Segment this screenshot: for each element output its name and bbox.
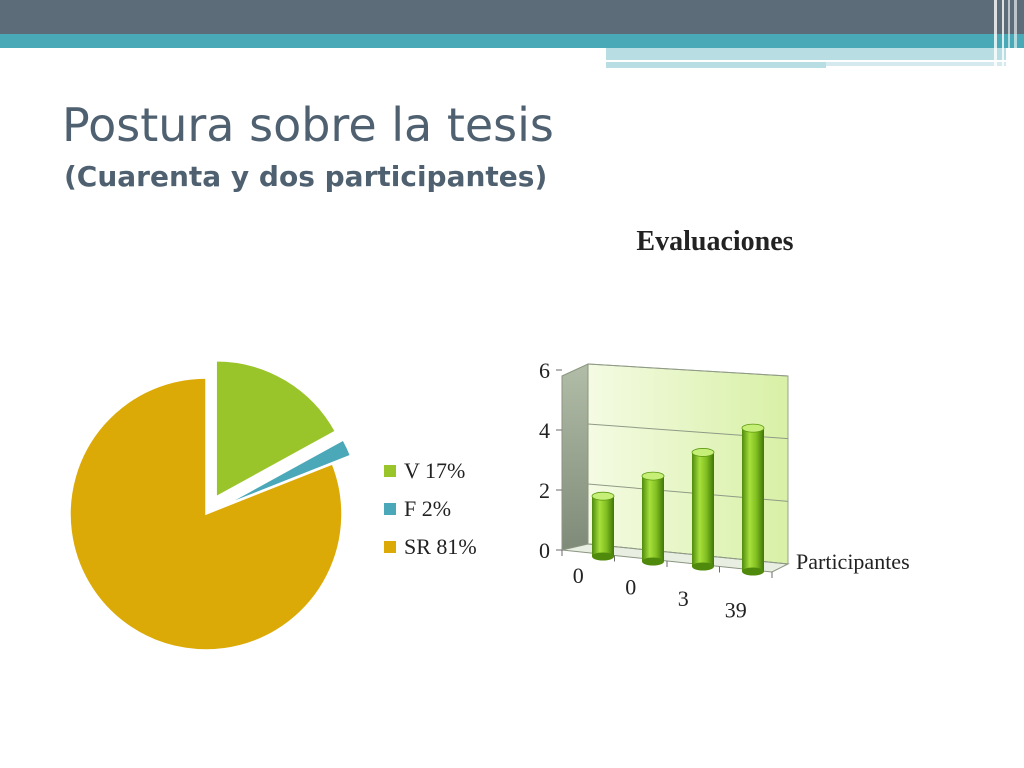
y-tick-label: 6 bbox=[539, 358, 550, 383]
x-tick-label: 39 bbox=[725, 597, 747, 622]
legend-swatch bbox=[384, 541, 396, 553]
pie-slice-3 bbox=[69, 377, 343, 651]
legend-swatch bbox=[384, 465, 396, 477]
x-tick-label: 0 bbox=[625, 574, 636, 599]
x-tick-label: 0 bbox=[573, 563, 584, 588]
bar-chart: 0 2 4 6 0 0 3 39 Participantes bbox=[500, 350, 960, 630]
header-band bbox=[0, 0, 1024, 68]
bar-4 bbox=[741, 423, 765, 576]
y-tick-label: 2 bbox=[539, 478, 550, 503]
y-tick-label: 4 bbox=[539, 418, 550, 443]
pie-slice-1 bbox=[215, 360, 337, 499]
legend-item: F 2% bbox=[384, 490, 477, 528]
series-legend-label: Participantes bbox=[796, 549, 910, 574]
y-tick-label: 0 bbox=[539, 538, 550, 563]
pie-slice-2 bbox=[223, 438, 352, 507]
bar-2 bbox=[641, 471, 665, 566]
slide-subtitle: (Cuarenta y dos participantes) bbox=[64, 160, 548, 193]
pie-chart-svg bbox=[69, 360, 352, 651]
pie-legend: V 17% F 2% SR 81% bbox=[384, 452, 477, 566]
x-tick-label: 3 bbox=[678, 586, 689, 611]
bar-3 bbox=[691, 448, 715, 571]
bar-1 bbox=[591, 491, 615, 561]
gridline bbox=[587, 363, 789, 377]
legend-item: SR 81% bbox=[384, 528, 477, 566]
legend-label: SR 81% bbox=[404, 534, 477, 559]
legend-label: F 2% bbox=[404, 496, 452, 521]
slide-title: Postura sobre la tesis bbox=[62, 98, 554, 152]
bar-chart-title: Evaluaciones bbox=[636, 226, 794, 257]
plot-side-wall bbox=[561, 363, 589, 551]
legend-item: V 17% bbox=[384, 452, 477, 490]
legend-swatch bbox=[384, 503, 396, 515]
pie-chart bbox=[60, 350, 360, 660]
legend-label: V 17% bbox=[404, 458, 466, 483]
